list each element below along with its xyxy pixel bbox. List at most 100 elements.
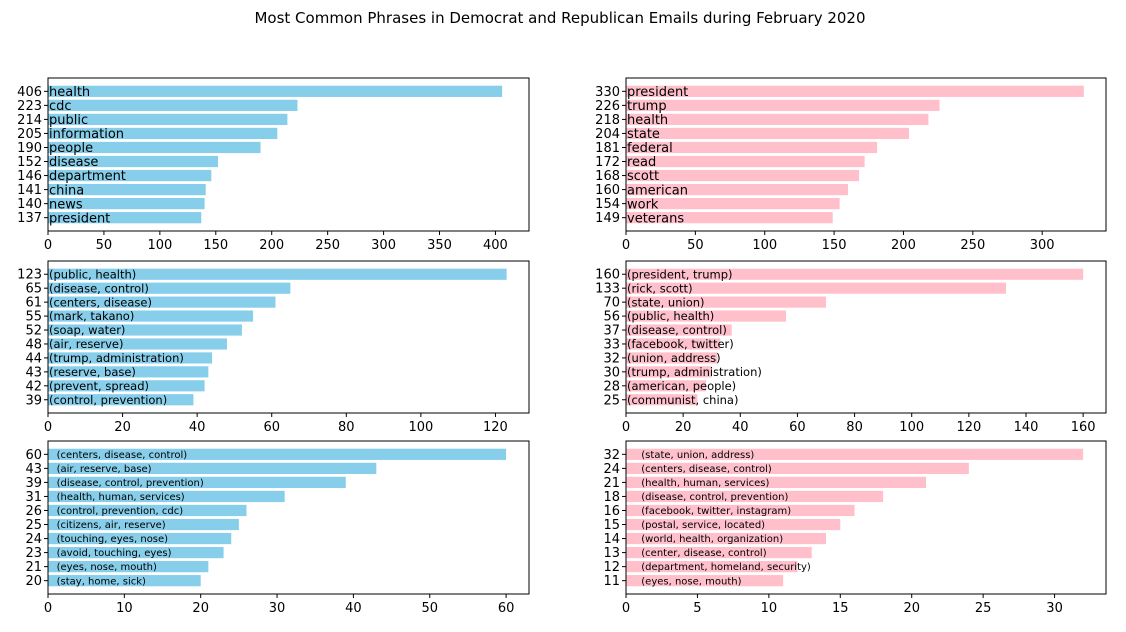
ytick-label-1-7: 146: [17, 169, 42, 184]
bar-3-5: [48, 324, 242, 336]
ytick-label-6-5: 16: [603, 504, 620, 519]
bar-label-3-9: (prevent, spread): [49, 379, 149, 393]
bar-label-5-3: (disease, control, prevention): [57, 478, 204, 489]
xtick-label-4-5: 80: [846, 420, 863, 435]
ytick-label-6-9: 12: [603, 560, 620, 575]
xtick-label-4-9: 160: [1071, 420, 1096, 435]
axes-frame-4: [625, 260, 1107, 414]
bar-label-6-8: (center, disease, control): [641, 548, 766, 559]
bar-5-3: [48, 476, 346, 489]
xtick-label-6-4: 15: [832, 601, 849, 616]
xtick-label-4-7: 120: [956, 420, 981, 435]
bar-label-5-4: (health, human, services): [57, 492, 185, 503]
ytick-label-4-9: 28: [603, 379, 620, 394]
bar-label-6-10: (eyes, nose, mouth): [641, 576, 741, 587]
xtick-label-1-7: 300: [371, 238, 396, 253]
xtick-label-2-2: 50: [687, 238, 704, 253]
bar-2-8: [626, 183, 848, 196]
xtick-label-6-2: 5: [693, 601, 701, 616]
bar-2-6: [626, 155, 865, 168]
bar-3-9: [48, 380, 205, 392]
bar-label-2-6: read: [627, 155, 656, 170]
xtick-label-5-3: 20: [192, 601, 209, 616]
ytick-label-2-3: 218: [595, 113, 620, 128]
ytick-label-1-6: 152: [17, 155, 42, 170]
bar-6-8: [626, 546, 812, 559]
bar-label-1-1: health: [49, 85, 90, 100]
xtick-label-2-4: 150: [822, 238, 847, 253]
bar-label-6-6: (postal, service, located): [641, 520, 765, 531]
xtick-label-3-1: 0: [44, 420, 52, 435]
ytick-label-3-10: 39: [25, 393, 42, 408]
bar-6-4: [626, 490, 884, 503]
bar-5-7: [48, 532, 232, 545]
bar-label-4-5: (disease, control): [627, 323, 727, 337]
bar-label-5-7: (touching, eyes, nose): [57, 534, 169, 545]
bar-6-7: [626, 532, 826, 545]
ytick-label-5-1: 60: [25, 448, 42, 463]
ytick-label-4-1: 160: [595, 268, 620, 283]
bar-label-6-7: (world, health, organization): [641, 534, 783, 545]
axes-frame-6: [625, 440, 1107, 595]
xtick-label-1-6: 250: [315, 238, 340, 253]
bar-5-4: [48, 490, 285, 503]
ytick-label-1-3: 214: [17, 113, 42, 128]
bar-3-8: [48, 366, 209, 378]
bar-3-4: [48, 310, 254, 322]
bar-4-4: [626, 310, 786, 322]
bar-label-2-1: president: [627, 85, 688, 100]
xtick-label-4-4: 60: [789, 420, 806, 435]
ytick-label-1-9: 140: [17, 197, 42, 212]
bar-label-6-2: (centers, disease, control): [641, 464, 772, 475]
xtick-label-2-6: 250: [960, 238, 985, 253]
figure-title: Most Common Phrases in Democrat and Repu…: [254, 9, 866, 27]
bar-label-1-8: china: [49, 183, 84, 198]
bar-label-2-7: scott: [627, 169, 659, 184]
bar-4-7: [626, 352, 718, 364]
bar-label-2-5: federal: [627, 141, 673, 156]
bar-label-3-10: (control, prevention): [49, 393, 167, 407]
ytick-label-4-10: 25: [603, 393, 620, 408]
xtick-label-6-5: 20: [903, 601, 920, 616]
bar-label-1-3: public: [49, 113, 88, 128]
bar-label-1-2: cdc: [49, 99, 72, 114]
xtick-label-3-4: 60: [263, 420, 280, 435]
bar-label-4-6: (facebook, twitter): [627, 337, 734, 351]
xtick-label-5-7: 60: [498, 601, 515, 616]
bar-3-3: [48, 296, 276, 308]
ytick-label-2-8: 160: [595, 183, 620, 198]
xtick-label-1-9: 400: [483, 238, 508, 253]
ytick-label-6-2: 24: [603, 462, 620, 477]
bar-2-7: [626, 169, 860, 182]
ytick-label-5-10: 20: [25, 574, 42, 589]
bar-label-6-5: (facebook, twitter, instagram): [641, 506, 791, 517]
ytick-label-1-8: 141: [17, 183, 42, 198]
ytick-label-2-7: 168: [595, 169, 620, 184]
xtick-label-2-1: 0: [622, 238, 630, 253]
ytick-label-5-2: 43: [25, 462, 42, 477]
bar-label-1-5: people: [49, 141, 93, 156]
ytick-label-1-5: 190: [17, 141, 42, 156]
ytick-label-3-9: 42: [25, 379, 42, 394]
bar-4-1: [626, 268, 1084, 280]
bar-label-2-8: american: [627, 183, 688, 198]
bar-5-5: [48, 504, 247, 517]
bar-1-3: [48, 113, 288, 126]
bar-3-2: [48, 282, 291, 294]
xtick-label-6-1: 0: [622, 601, 630, 616]
bar-4-9: [626, 380, 706, 392]
ytick-label-3-2: 65: [25, 282, 42, 297]
bar-1-9: [48, 198, 205, 210]
bar-label-4-9: (american, people): [627, 379, 736, 393]
bar-1-2: [48, 99, 298, 111]
ytick-label-3-4: 55: [25, 310, 42, 325]
ytick-label-4-5: 37: [603, 324, 620, 339]
bar-6-5: [626, 504, 855, 517]
bar-label-4-10: (communist, china): [627, 393, 738, 407]
bar-6-3: [626, 476, 926, 489]
ytick-label-1-4: 205: [17, 127, 42, 142]
bar-label-1-6: disease: [49, 155, 98, 170]
bar-3-1: [48, 268, 507, 280]
bar-3-7: [48, 352, 213, 364]
